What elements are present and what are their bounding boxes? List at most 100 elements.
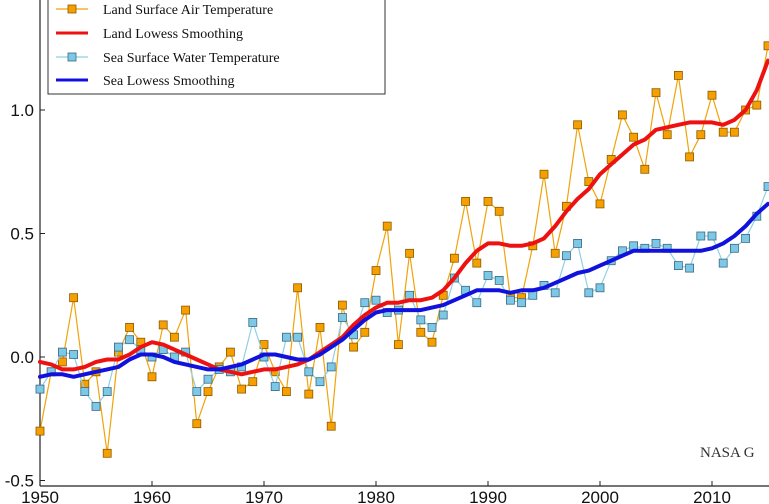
x-tick-label: 1990	[469, 488, 507, 504]
data-point-sea-water-temp	[114, 342, 123, 352]
data-point-sea-water-temp	[91, 401, 101, 411]
data-point-land-air-temp	[326, 421, 336, 431]
data-point-land-air-temp	[349, 342, 359, 352]
data-point-land-air-temp	[203, 387, 213, 397]
data-point-sea-water-temp	[763, 182, 769, 192]
data-point-land-air-temp	[472, 258, 482, 268]
data-point-land-air-temp	[640, 164, 650, 174]
data-point-land-air-temp	[618, 110, 627, 120]
data-point-land-air-temp	[293, 283, 303, 293]
data-point-land-air-temp	[707, 90, 717, 100]
series-sea-lowess	[38, 201, 769, 379]
data-point-land-air-temp	[102, 448, 112, 458]
data-point-land-air-temp	[69, 293, 78, 303]
data-point-sea-water-temp	[125, 335, 134, 345]
data-point-land-air-temp	[58, 357, 67, 367]
data-point-sea-water-temp	[69, 350, 78, 359]
data-point-sea-water-temp	[685, 263, 694, 273]
data-point-sea-water-temp	[203, 374, 213, 384]
data-point-land-air-temp	[427, 337, 437, 347]
data-point-land-air-temp	[169, 332, 179, 342]
data-point-land-air-temp	[730, 127, 739, 137]
data-point-sea-water-temp	[427, 322, 437, 332]
data-point-land-air-temp	[461, 196, 471, 206]
data-point-sea-water-temp	[718, 258, 728, 268]
x-tick-label: 1980	[357, 488, 395, 504]
data-point-land-air-temp	[181, 305, 191, 315]
data-point-land-air-temp	[662, 130, 672, 140]
data-point-sea-water-temp	[337, 313, 347, 322]
data-point-sea-water-temp	[416, 315, 426, 325]
data-point-land-air-temp	[763, 41, 769, 51]
data-point-sea-water-temp	[730, 243, 739, 253]
legend-box	[47, 0, 386, 95]
legend-marker-sea-water	[67, 52, 77, 62]
data-point-land-air-temp	[281, 387, 291, 397]
data-point-land-air-temp	[573, 120, 582, 130]
data-point-land-air-temp	[449, 253, 459, 263]
data-point-land-air-temp	[158, 320, 168, 330]
y-ticks: -0.5 0.0 0.5 1.0	[5, 101, 45, 491]
data-point-sea-water-temp	[472, 298, 482, 308]
data-point-sea-water-temp	[315, 377, 325, 387]
data-point-sea-water-temp	[528, 290, 538, 300]
plot-area	[35, 41, 769, 458]
data-point-land-air-temp	[237, 384, 247, 394]
data-point-land-air-temp	[405, 248, 415, 258]
legend-item-sea-water: Sea Surface Water Temperature	[56, 51, 280, 66]
data-point-land-air-temp	[35, 426, 45, 436]
credit-annotation: NASA G	[700, 445, 755, 461]
data-point-sea-water-temp	[304, 367, 314, 377]
data-point-sea-water-temp	[360, 298, 370, 308]
series-sea-water-temp	[35, 182, 769, 411]
data-point-land-air-temp	[494, 206, 504, 216]
data-point-sea-water-temp	[405, 290, 415, 300]
data-point-land-air-temp	[147, 372, 157, 382]
data-point-sea-water-temp	[281, 332, 291, 342]
legend-label-sea-water: Sea Surface Water Temperature	[103, 51, 280, 66]
x-tick-label: 1970	[245, 488, 283, 504]
data-point-land-air-temp	[550, 248, 560, 258]
series-line-land-lowess	[38, 58, 769, 377]
legend-item-land-air: Land Surface Air Temperature	[56, 3, 273, 18]
data-point-land-air-temp	[685, 152, 694, 162]
data-point-land-air-temp	[248, 377, 258, 387]
data-point-sea-water-temp	[696, 231, 706, 241]
data-point-sea-water-temp	[293, 332, 303, 342]
data-point-sea-water-temp	[707, 231, 717, 241]
data-point-sea-water-temp	[248, 317, 258, 327]
data-point-sea-water-temp	[80, 387, 90, 397]
legend-marker-land-air	[67, 4, 77, 14]
data-point-land-air-temp	[752, 100, 762, 110]
series-land-lowess	[38, 58, 769, 377]
data-point-sea-water-temp	[629, 241, 638, 251]
data-point-sea-water-temp	[573, 238, 582, 248]
data-point-land-air-temp	[393, 340, 403, 350]
y-tick-label: 0.0	[10, 348, 34, 367]
data-point-land-air-temp	[718, 127, 728, 137]
x-ticks: 1950 1960 1970 1980 1990 2000 2010	[21, 481, 731, 504]
data-point-sea-water-temp	[741, 233, 750, 243]
y-tick-label: 1.0	[10, 101, 34, 120]
data-point-land-air-temp	[360, 327, 370, 337]
data-point-land-air-temp	[337, 300, 347, 310]
data-point-sea-water-temp	[371, 295, 381, 305]
data-point-sea-water-temp	[517, 298, 526, 308]
data-point-land-air-temp	[225, 347, 235, 357]
data-point-land-air-temp	[304, 389, 314, 399]
data-point-land-air-temp	[539, 169, 549, 179]
data-point-land-air-temp	[674, 71, 683, 80]
data-point-land-air-temp	[416, 327, 426, 337]
data-point-land-air-temp	[629, 132, 638, 142]
y-tick-label: 0.5	[10, 225, 34, 244]
legend-label-land-air: Land Surface Air Temperature	[103, 3, 273, 18]
legend-label-sea-lowess: Sea Lowess Smoothing	[103, 74, 234, 89]
data-point-sea-water-temp	[438, 310, 448, 320]
data-point-sea-water-temp	[674, 261, 683, 271]
x-tick-label: 2010	[693, 488, 731, 504]
data-point-land-air-temp	[382, 221, 392, 231]
data-point-land-air-temp	[595, 199, 605, 209]
series-line-land-air-temp	[39, 45, 769, 454]
series-line-sea-lowess	[38, 201, 769, 379]
data-point-sea-water-temp	[192, 387, 202, 397]
